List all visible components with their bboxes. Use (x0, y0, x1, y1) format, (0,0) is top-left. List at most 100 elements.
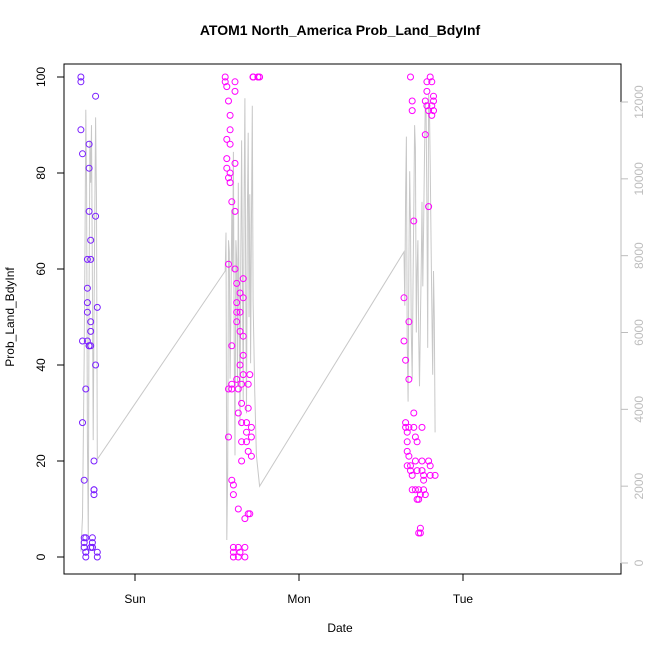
y2-tick-label: 2000 (632, 472, 646, 499)
x-axis-label: Date (327, 621, 353, 635)
data-point (225, 174, 232, 182)
data-point (256, 73, 264, 81)
data-point (428, 78, 436, 86)
data-point (83, 337, 91, 345)
y2-tick-label: 4000 (632, 396, 646, 423)
data-point (405, 375, 413, 383)
data-point (92, 212, 100, 220)
data-point (83, 284, 91, 292)
y2-tick-label: 6000 (632, 319, 646, 346)
data-point (82, 385, 90, 393)
y-tick-label: 40 (34, 358, 48, 372)
data-point (425, 457, 433, 465)
data-point (410, 423, 418, 431)
data-point (229, 491, 237, 499)
data-point (236, 289, 244, 297)
data-point (411, 433, 419, 441)
data-point (225, 433, 232, 441)
data-point (92, 361, 100, 369)
data-point (238, 399, 246, 407)
data-point (229, 481, 237, 489)
data-point (410, 217, 418, 225)
data-point (231, 78, 239, 86)
data-point (428, 102, 436, 110)
data-point (231, 265, 239, 273)
data-point (246, 371, 254, 379)
y-axis-right: 0 2000 4000 6000 8000 10000 12000 (620, 85, 646, 566)
data-point (228, 380, 236, 388)
data-point (223, 164, 231, 172)
data-point (425, 107, 433, 115)
data-point (90, 491, 98, 499)
data-point (411, 457, 419, 465)
data-point (82, 534, 90, 542)
data-point (88, 543, 96, 551)
y-tick-label: 100 (34, 67, 48, 87)
secondary-series-line (80, 94, 436, 552)
data-point (405, 318, 413, 326)
data-point (403, 428, 411, 436)
x-ticks: Sun Mon Tue (124, 574, 473, 606)
data-point (239, 332, 247, 340)
data-point (408, 471, 416, 479)
data-point (223, 83, 231, 91)
data-point (236, 327, 244, 335)
data-point (239, 371, 247, 379)
data-point (85, 207, 93, 215)
data-point (410, 409, 418, 417)
data-point (247, 433, 255, 441)
data-point (402, 356, 410, 364)
data-point (77, 73, 85, 81)
data-point (229, 543, 237, 551)
data-point (83, 255, 91, 263)
data-point (79, 337, 86, 345)
data-point (226, 111, 234, 119)
data-point (82, 548, 90, 556)
data-point (415, 486, 423, 494)
data-point (225, 260, 232, 268)
data-point (246, 510, 254, 518)
data-point (229, 553, 237, 561)
data-point (426, 471, 434, 479)
data-point (416, 524, 424, 532)
y2-tick-label: 12000 (632, 85, 646, 119)
data-point (80, 476, 88, 484)
data-point (407, 462, 414, 470)
data-point (415, 495, 423, 503)
data-point (239, 275, 247, 283)
data-point (418, 467, 426, 475)
data-point (239, 294, 247, 302)
data-point (82, 553, 90, 561)
data-point (233, 279, 241, 287)
data-point (228, 476, 236, 484)
data-point (231, 207, 239, 215)
data-point (423, 102, 431, 110)
y-axis-left: 0 20 40 60 80 100 (34, 67, 65, 560)
data-point (420, 486, 428, 494)
y-axis-label: Prob_Land_BdyInf (3, 267, 17, 367)
data-point (226, 169, 234, 177)
data-point (244, 380, 252, 388)
data-point (236, 548, 244, 556)
y-tick-label: 20 (34, 454, 48, 468)
x-tick-label: Sun (124, 592, 145, 606)
data-point (90, 457, 98, 465)
data-point (423, 78, 431, 86)
data-point (93, 303, 101, 311)
data-point (236, 361, 244, 369)
data-point (413, 467, 421, 475)
data-point (221, 73, 229, 81)
data-point (79, 419, 86, 427)
data-point (238, 438, 246, 446)
data-point (421, 491, 429, 499)
data-point (92, 92, 100, 100)
data-point (430, 107, 437, 115)
x-tick-label: Tue (453, 592, 474, 606)
data-point (403, 447, 411, 455)
data-point (431, 471, 439, 479)
data-point (226, 179, 234, 187)
y-tick-label: 80 (34, 166, 48, 180)
data-point (239, 351, 247, 359)
data-point (83, 299, 91, 307)
y2-tick-label: 10000 (632, 162, 646, 196)
